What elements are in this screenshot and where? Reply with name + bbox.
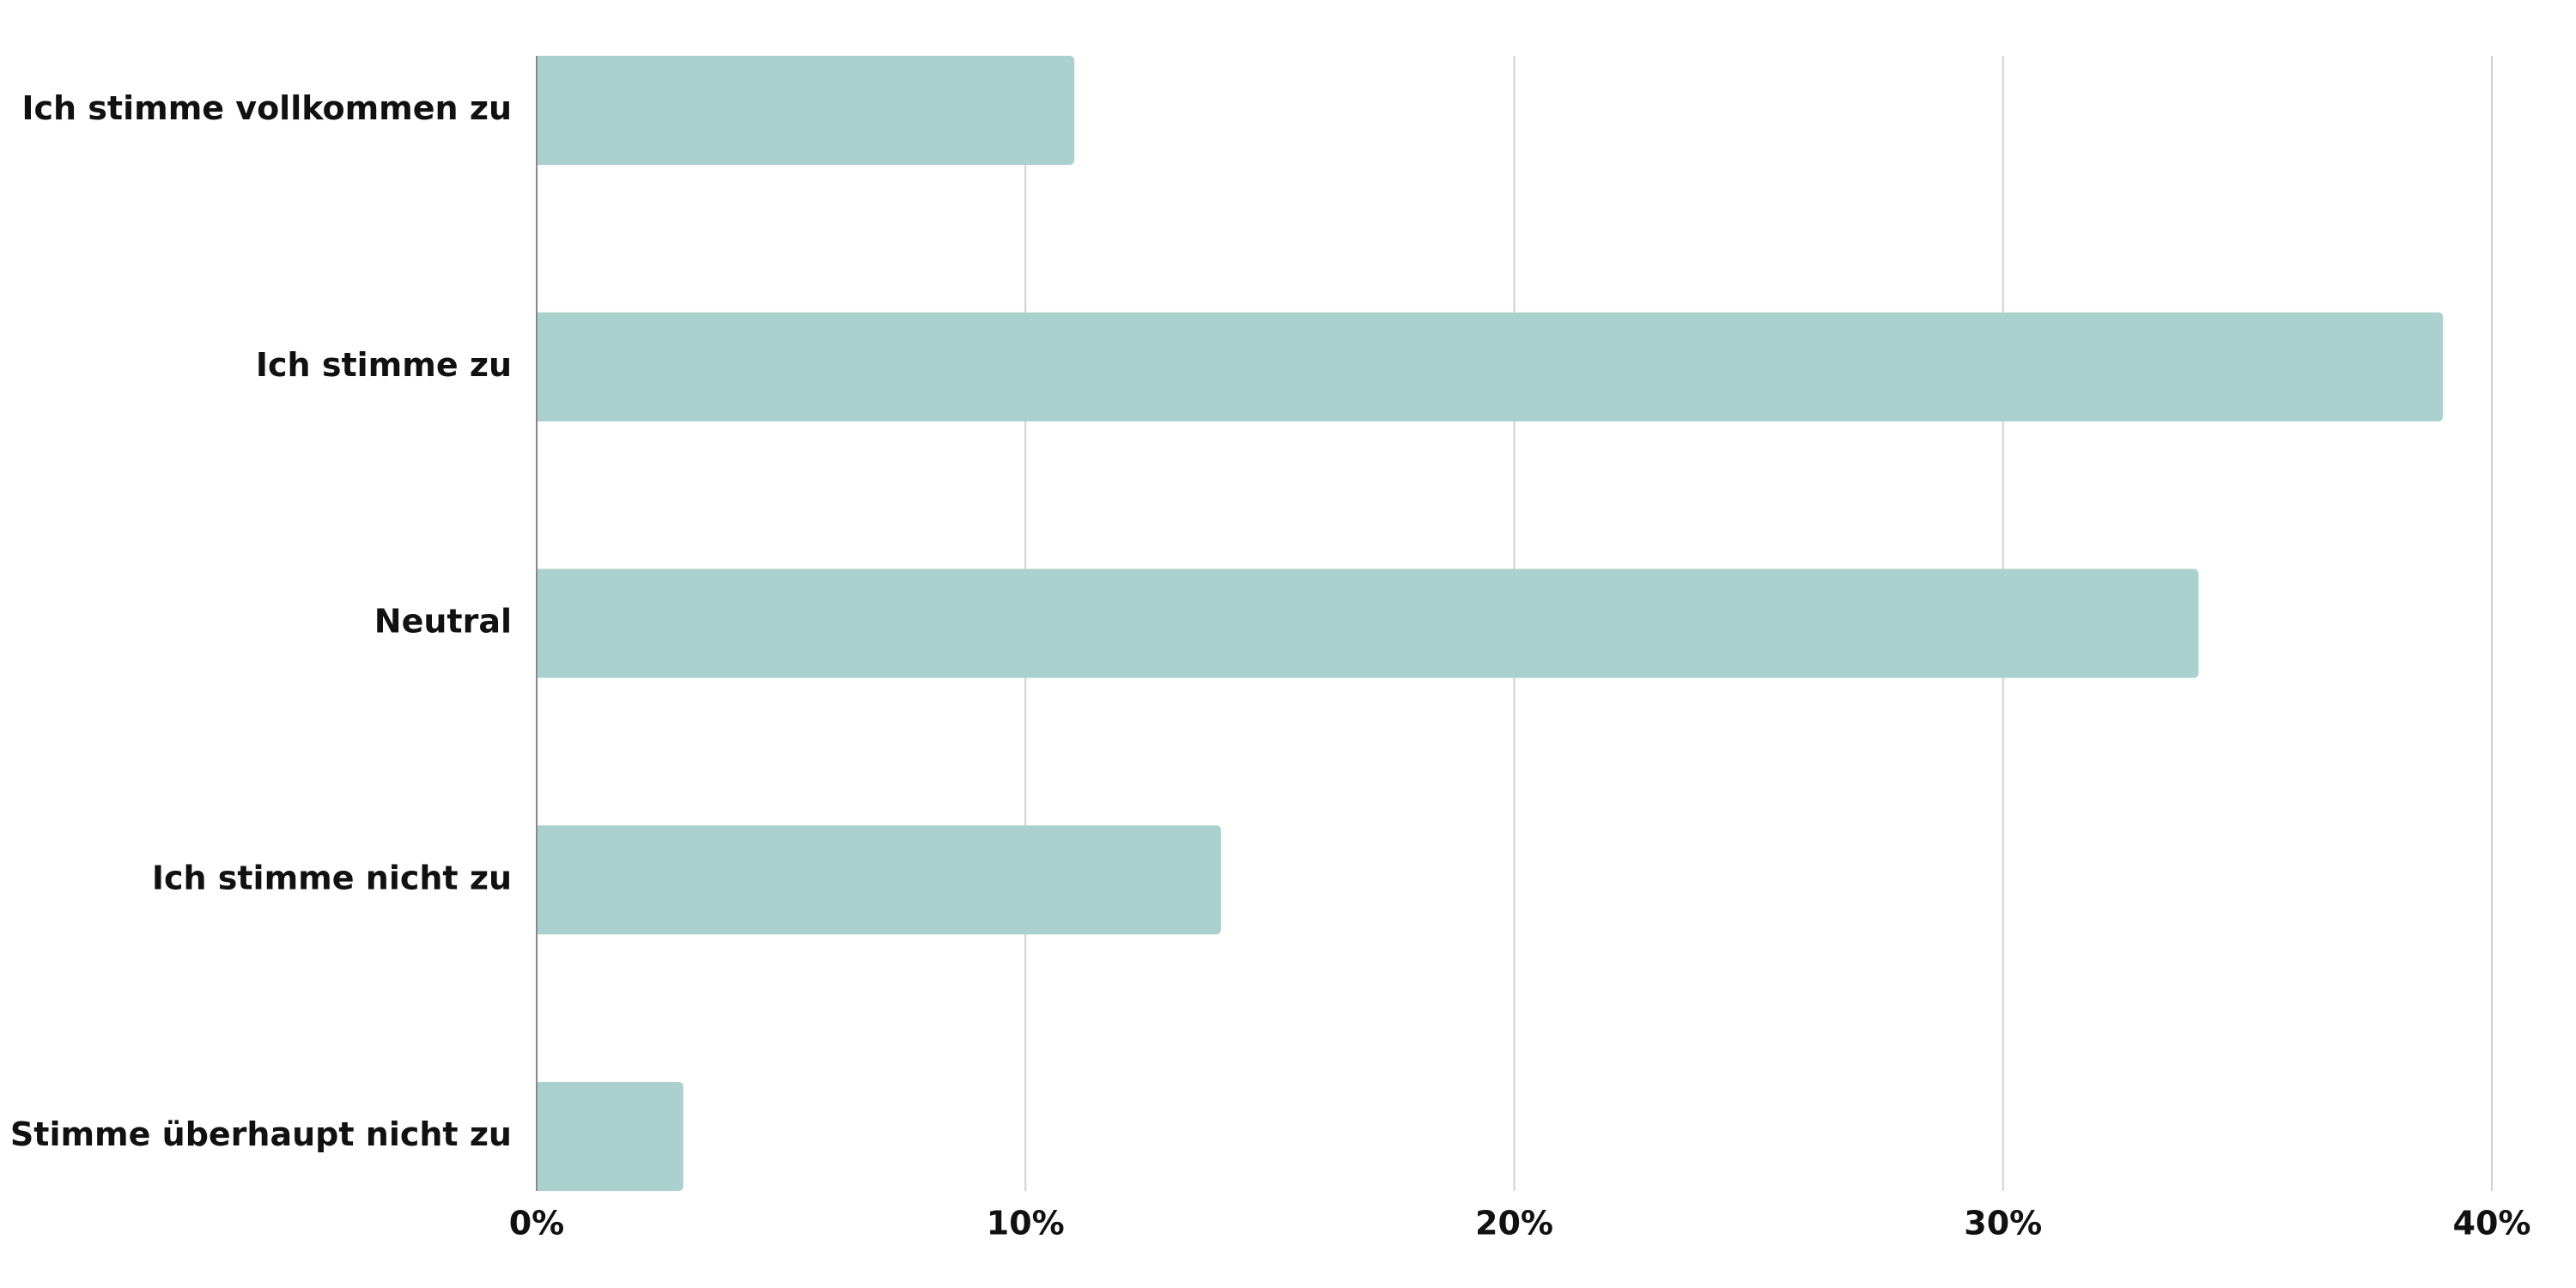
bar bbox=[537, 312, 2444, 422]
bar bbox=[537, 568, 2199, 678]
x-tick-label: 30% bbox=[1964, 1205, 2042, 1242]
y-tick-label: Neutral bbox=[374, 603, 512, 641]
x-tick-label: 0% bbox=[509, 1205, 565, 1242]
bar bbox=[537, 825, 1221, 935]
y-tick-label: Ich stimme vollkommen zu bbox=[21, 89, 512, 127]
bar bbox=[537, 56, 1075, 165]
y-tick-label: Ich stimme nicht zu bbox=[152, 859, 512, 896]
y-tick-label: Stimme überhaupt nicht zu bbox=[10, 1115, 512, 1153]
x-tick-label: 10% bbox=[987, 1205, 1065, 1242]
y-tick-label: Ich stimme zu bbox=[256, 346, 512, 384]
bar bbox=[537, 1082, 683, 1191]
x-tick-label: 20% bbox=[1475, 1205, 1553, 1242]
x-tick-label: 40% bbox=[2453, 1205, 2531, 1242]
